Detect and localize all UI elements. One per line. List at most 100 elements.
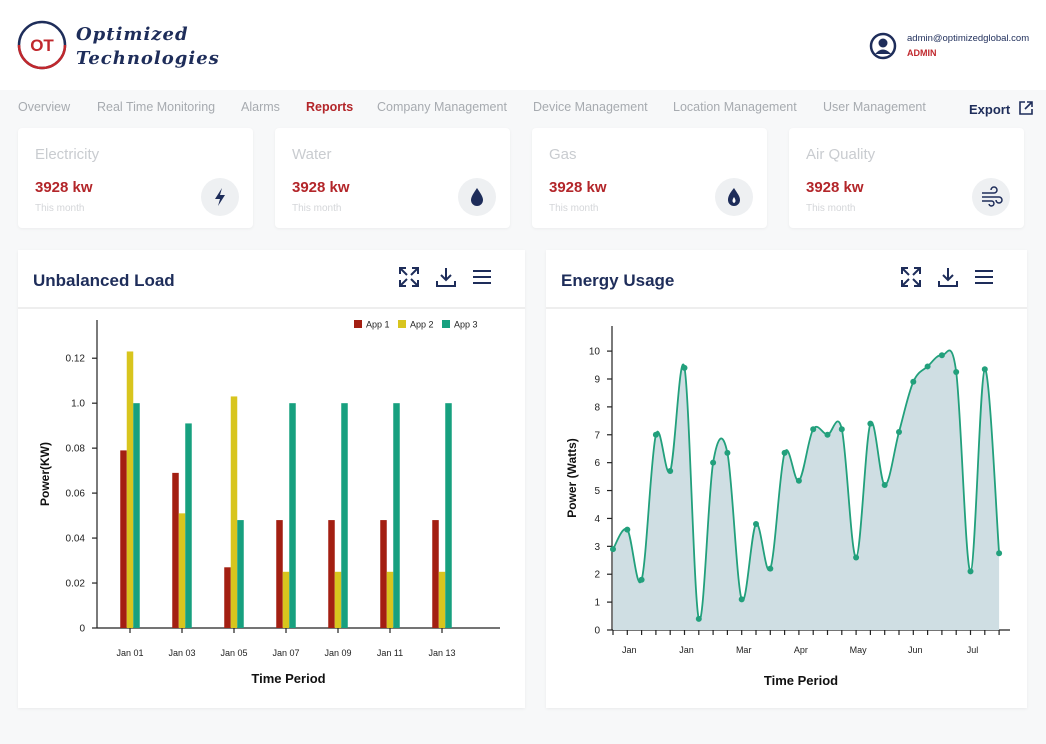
bar — [334, 571, 342, 628]
logo-mark: OT — [30, 36, 54, 55]
nav-item[interactable]: Alarms — [241, 100, 280, 114]
nav-item[interactable]: Reports — [306, 100, 354, 114]
y-tick-label: 0 — [79, 624, 85, 635]
stat-card: Gas 3928 kw This month — [532, 128, 767, 228]
x-tick-label: Jan 09 — [324, 648, 351, 658]
point — [652, 431, 659, 438]
card-icon — [715, 178, 753, 216]
point — [867, 420, 874, 427]
x-tick-label: Jan 11 — [377, 648, 403, 658]
user-role: ADMIN — [907, 48, 937, 58]
expand-icon[interactable] — [399, 267, 419, 287]
point — [896, 428, 902, 435]
chart-tools[interactable] — [901, 267, 993, 287]
brand-line: Optimized — [76, 24, 189, 45]
user-avatar[interactable] — [869, 32, 897, 60]
icon — [471, 188, 483, 206]
x-tick-label: May — [850, 645, 868, 655]
y-tick-label: 0 — [594, 626, 600, 637]
filter-icon[interactable] — [473, 270, 491, 284]
bar — [341, 403, 348, 628]
expand-icon[interactable] — [901, 267, 921, 287]
card-title: Water — [292, 146, 332, 163]
point — [881, 481, 888, 488]
download-icon[interactable] — [938, 268, 958, 287]
card-value: 3928 kw — [292, 179, 350, 196]
icon — [728, 188, 740, 206]
bar — [237, 520, 244, 628]
nav-item[interactable]: Company Management — [377, 100, 507, 114]
y-tick-label: 9 — [594, 374, 600, 385]
card-value: 3928 kw — [806, 179, 864, 196]
y-tick-label: 8 — [594, 402, 600, 413]
bar — [126, 351, 134, 628]
point — [767, 565, 774, 572]
chart-tools[interactable] — [399, 267, 491, 287]
user-email: admin@optimizedglobal.com — [907, 33, 1030, 44]
card-title: Air Quality — [806, 146, 876, 163]
bar — [328, 520, 335, 628]
point — [624, 526, 631, 533]
chart: Energy Usage 0 1 2 3 4 5 6 7 8 9 10 Power (Watts) Tim… — [546, 267, 1027, 688]
export-button[interactable]: Export — [969, 100, 1034, 117]
bar — [282, 571, 290, 628]
x-tick-label: Jan 07 — [272, 648, 299, 658]
point — [910, 378, 917, 385]
y-tick-label: 6 — [594, 458, 600, 469]
stat-card: Electricity 3928 kw This month — [18, 128, 253, 228]
export-icon — [1018, 101, 1033, 115]
card-note: This month — [549, 203, 599, 214]
chart-panel: Energy Usage 0 1 2 3 4 5 6 7 8 9 10 Power (Watts) Tim… — [546, 250, 1027, 708]
point — [853, 554, 860, 561]
stat-card: Air Quality 3928 kw This month — [789, 128, 1024, 228]
point — [996, 550, 1003, 557]
bar — [380, 520, 387, 628]
card-icon — [972, 178, 1010, 216]
nav-item[interactable]: User Management — [823, 100, 926, 114]
chart-title: Energy Usage — [561, 271, 674, 290]
x-tick-label: Jan 03 — [168, 648, 195, 658]
x-tick-label: Jan 01 — [116, 648, 143, 658]
bar — [185, 423, 192, 628]
chart: Unbalanced Load 0 0.02 0.04 0.06 0.08 1.0 0.12 P… — [18, 267, 525, 686]
point — [924, 363, 931, 370]
bar — [393, 403, 400, 628]
nav-item[interactable]: Location Management — [673, 100, 797, 114]
bar — [386, 571, 394, 628]
point — [838, 426, 845, 433]
point — [753, 521, 759, 528]
x-tick-label: Jan — [679, 645, 694, 655]
x-tick-label: Apr — [794, 645, 808, 655]
point — [681, 364, 688, 371]
bar — [276, 520, 283, 628]
download-icon[interactable] — [436, 268, 456, 287]
card-title: Electricity — [35, 146, 100, 163]
x-tick-label: Jan — [622, 645, 637, 655]
card-icon — [201, 178, 239, 216]
x-tick-label: Jul — [967, 645, 979, 655]
point — [638, 576, 645, 583]
card-value: 3928 kw — [35, 179, 93, 196]
y-tick-label: 0.04 — [66, 534, 86, 545]
nav-item[interactable]: Device Management — [533, 100, 648, 114]
point — [824, 431, 831, 438]
stat-card: Water 3928 kw This month — [275, 128, 510, 228]
bar — [178, 513, 186, 628]
card-title: Gas — [549, 146, 577, 163]
y-tick-label: 0.02 — [66, 579, 86, 590]
nav-item[interactable]: Real Time Monitoring — [97, 100, 216, 114]
header: OT Optimized Technologies admin@optimize… — [0, 0, 1046, 90]
legend-swatch — [398, 320, 406, 328]
filter-icon[interactable] — [975, 270, 993, 284]
bar — [445, 403, 452, 628]
y-axis-label: Power(KW) — [38, 442, 52, 506]
x-axis-label: Time Period — [251, 671, 325, 686]
point — [724, 449, 731, 456]
nav-item[interactable]: Overview — [18, 100, 71, 114]
export-label[interactable]: Export — [969, 102, 1011, 117]
y-tick-label: 1 — [594, 598, 600, 609]
y-axis-label: Power (Watts) — [565, 438, 579, 518]
y-tick-label: 0.06 — [66, 489, 86, 500]
point — [781, 449, 788, 456]
y-tick-label: 10 — [589, 347, 601, 358]
